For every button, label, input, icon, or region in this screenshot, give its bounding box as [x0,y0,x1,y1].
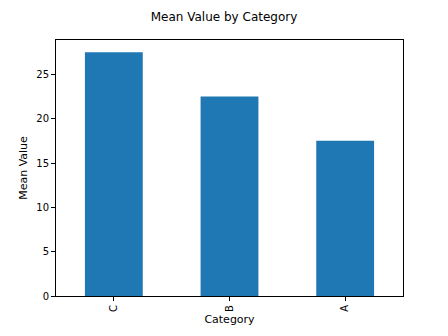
svg-text:10: 10 [36,202,49,213]
svg-text:Mean Value by Category: Mean Value by Category [151,10,298,24]
svg-text:25: 25 [36,69,49,80]
svg-text:A: A [339,305,350,312]
svg-text:20: 20 [36,113,49,124]
svg-text:Mean Value: Mean Value [17,136,30,200]
svg-text:C: C [108,305,119,312]
svg-text:Category: Category [204,313,255,326]
svg-text:0: 0 [43,291,49,302]
svg-text:5: 5 [43,246,49,257]
svg-text:B: B [224,305,235,312]
svg-text:15: 15 [36,158,49,169]
